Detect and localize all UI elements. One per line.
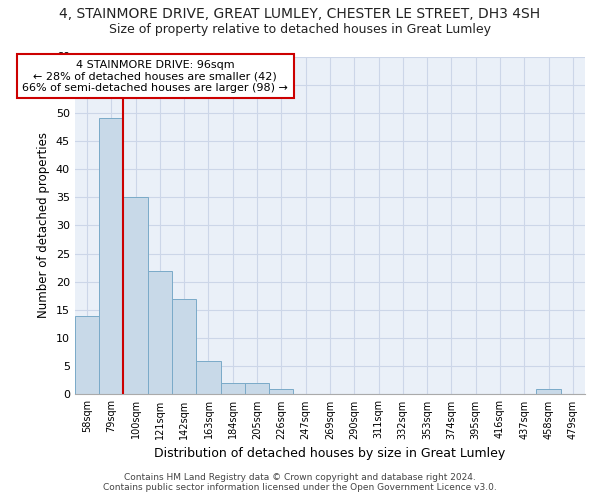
Bar [221, 383, 245, 394]
Y-axis label: Number of detached properties: Number of detached properties [37, 132, 50, 318]
Bar [124, 198, 148, 394]
Text: 4 STAINMORE DRIVE: 96sqm
← 28% of detached houses are smaller (42)
66% of semi-d: 4 STAINMORE DRIVE: 96sqm ← 28% of detach… [22, 60, 288, 93]
Bar [269, 389, 293, 394]
Text: Contains HM Land Registry data © Crown copyright and database right 2024.
Contai: Contains HM Land Registry data © Crown c… [103, 473, 497, 492]
X-axis label: Distribution of detached houses by size in Great Lumley: Distribution of detached houses by size … [154, 447, 506, 460]
Bar [99, 118, 124, 394]
Bar [536, 389, 561, 394]
Bar [196, 360, 221, 394]
Bar [75, 316, 99, 394]
Text: 4, STAINMORE DRIVE, GREAT LUMLEY, CHESTER LE STREET, DH3 4SH: 4, STAINMORE DRIVE, GREAT LUMLEY, CHESTE… [59, 8, 541, 22]
Text: Size of property relative to detached houses in Great Lumley: Size of property relative to detached ho… [109, 22, 491, 36]
Bar [148, 270, 172, 394]
Bar [172, 298, 196, 394]
Bar [245, 383, 269, 394]
